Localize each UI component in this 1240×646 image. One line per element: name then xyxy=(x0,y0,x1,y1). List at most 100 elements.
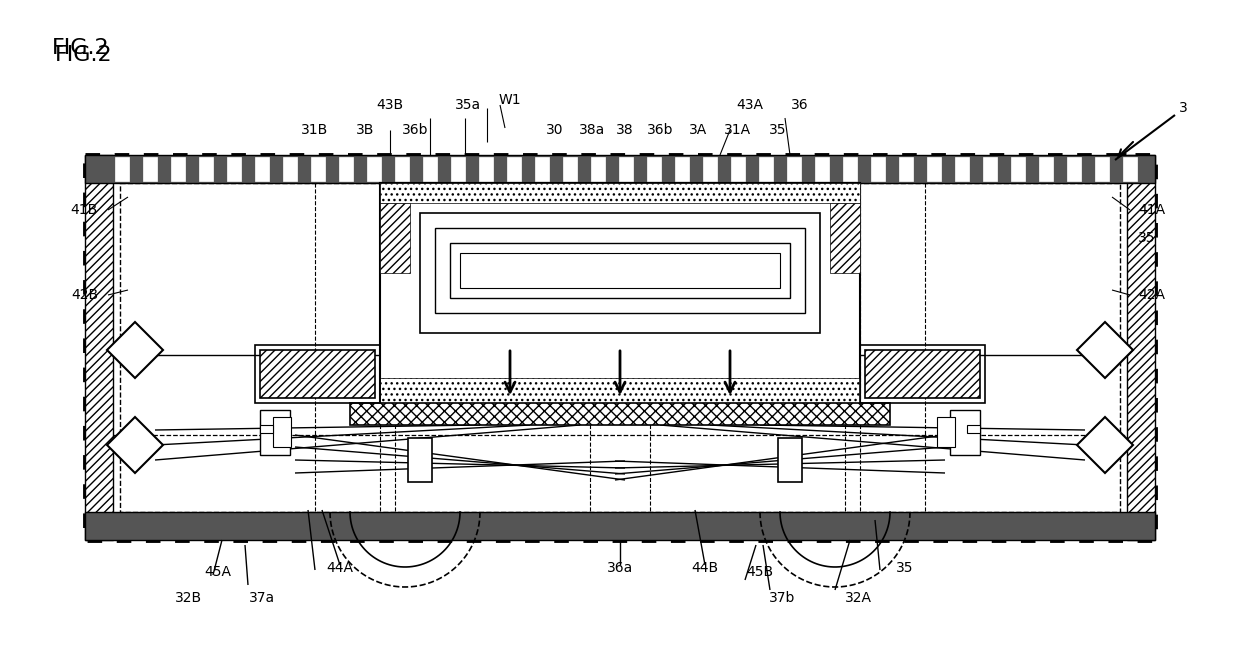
Bar xyxy=(408,438,432,482)
Bar xyxy=(647,157,661,181)
Bar xyxy=(379,183,861,203)
Bar xyxy=(983,157,997,181)
Bar xyxy=(255,345,379,403)
Text: 35: 35 xyxy=(769,123,786,137)
Text: 43B: 43B xyxy=(377,98,403,112)
Bar xyxy=(967,425,980,433)
Bar xyxy=(260,425,273,433)
Bar xyxy=(435,228,805,313)
Text: 3B: 3B xyxy=(356,123,374,137)
Text: 41A: 41A xyxy=(1138,203,1166,217)
Text: 35: 35 xyxy=(1138,231,1156,245)
Bar xyxy=(928,157,941,181)
Text: 43A: 43A xyxy=(737,98,764,112)
Text: FIG.2: FIG.2 xyxy=(55,45,113,65)
Text: 35a: 35a xyxy=(455,98,481,112)
Bar xyxy=(311,157,325,181)
Polygon shape xyxy=(1078,322,1133,378)
Bar xyxy=(1127,155,1154,540)
Text: 32B: 32B xyxy=(175,591,202,605)
Text: 3A: 3A xyxy=(689,123,707,137)
Bar xyxy=(86,155,1154,183)
Text: 3: 3 xyxy=(1179,101,1188,115)
Bar xyxy=(198,157,213,181)
Text: 36: 36 xyxy=(791,98,808,112)
Bar xyxy=(86,155,1154,540)
Bar xyxy=(937,417,955,447)
Text: 35: 35 xyxy=(897,561,914,575)
Text: W1: W1 xyxy=(498,93,521,107)
Bar xyxy=(86,512,1154,540)
Bar xyxy=(339,157,353,181)
Bar xyxy=(255,157,269,181)
Bar xyxy=(379,183,861,403)
Bar xyxy=(171,157,185,181)
Bar xyxy=(420,213,820,333)
Text: 31B: 31B xyxy=(301,123,329,137)
Text: 37a: 37a xyxy=(249,591,275,605)
Bar xyxy=(379,378,861,403)
Bar xyxy=(273,417,291,447)
Bar xyxy=(870,157,885,181)
Bar xyxy=(507,157,521,181)
Bar xyxy=(955,157,968,181)
Bar xyxy=(843,157,857,181)
Bar xyxy=(396,157,409,181)
Bar xyxy=(815,157,830,181)
Bar xyxy=(759,157,773,181)
Bar xyxy=(1095,157,1109,181)
Bar xyxy=(350,403,890,425)
Text: 38a: 38a xyxy=(579,123,605,137)
Bar xyxy=(115,157,129,181)
Bar xyxy=(732,157,745,181)
Polygon shape xyxy=(107,322,162,378)
Bar xyxy=(866,350,980,398)
Text: 42A: 42A xyxy=(1138,288,1166,302)
Bar xyxy=(1123,157,1137,181)
Text: FIG.2: FIG.2 xyxy=(52,38,109,58)
Bar xyxy=(619,157,632,181)
Text: 44B: 44B xyxy=(692,561,718,575)
Bar xyxy=(260,350,374,398)
Bar xyxy=(950,410,980,455)
Bar xyxy=(143,157,157,181)
Bar xyxy=(120,183,1120,512)
Bar xyxy=(703,157,717,181)
Bar xyxy=(777,438,802,482)
Bar xyxy=(423,157,436,181)
Polygon shape xyxy=(107,417,162,473)
Text: 36b: 36b xyxy=(647,123,673,137)
Bar xyxy=(451,157,465,181)
Bar xyxy=(1066,157,1081,181)
Text: 45A: 45A xyxy=(205,565,232,579)
Bar xyxy=(367,157,381,181)
Text: 32A: 32A xyxy=(844,591,872,605)
Bar xyxy=(861,345,985,403)
Text: 36a: 36a xyxy=(606,561,634,575)
Bar xyxy=(227,157,241,181)
Bar xyxy=(591,157,605,181)
Bar xyxy=(1039,157,1053,181)
Bar xyxy=(460,253,780,288)
Polygon shape xyxy=(1078,417,1133,473)
Text: 37b: 37b xyxy=(769,591,795,605)
Bar xyxy=(450,243,790,298)
Bar xyxy=(830,203,861,273)
Bar xyxy=(1011,157,1025,181)
Text: 44A: 44A xyxy=(326,561,353,575)
Bar xyxy=(563,157,577,181)
Bar xyxy=(899,157,913,181)
Text: 41B: 41B xyxy=(71,203,98,217)
Text: 31A: 31A xyxy=(724,123,751,137)
Bar xyxy=(787,157,801,181)
Text: 38: 38 xyxy=(616,123,634,137)
Bar xyxy=(260,410,290,455)
Bar xyxy=(283,157,298,181)
Text: 30: 30 xyxy=(547,123,564,137)
Bar xyxy=(534,157,549,181)
Text: 36b: 36b xyxy=(402,123,428,137)
Bar xyxy=(86,155,113,540)
Text: 45B: 45B xyxy=(746,565,774,579)
Text: 42B: 42B xyxy=(71,288,98,302)
Bar xyxy=(675,157,689,181)
